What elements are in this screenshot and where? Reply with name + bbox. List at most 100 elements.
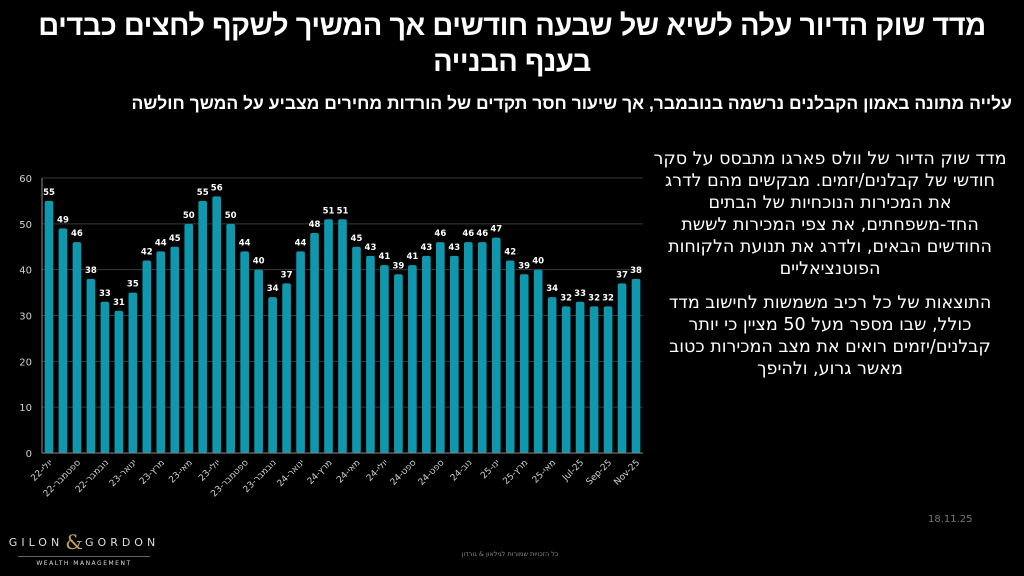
logo-name-right: GORDON [85,535,160,549]
y-tick-label: 50 [19,220,32,231]
bar-data-label: 43 [420,243,432,253]
bar [324,219,333,453]
x-tick-label: 24-יולי [365,458,391,484]
bar-data-label: 55 [43,188,55,198]
bar-data-label: 42 [504,248,516,258]
bar [212,196,222,454]
bar-data-label: 38 [85,266,97,276]
bar [226,223,236,453]
bar [491,237,501,453]
bar-data-label: 41 [406,252,418,262]
bar [366,255,375,453]
bar [589,306,599,453]
copyright-footer: כל הזכויות שמורות לגילאון & גורדון [461,550,559,558]
date-stamp: 18.11.25 [928,514,973,525]
bar-data-label: 39 [392,261,404,271]
bar [268,297,277,453]
logo-tagline: WEALTH MANAGEMENT [36,560,132,567]
bar [505,260,515,453]
bar-data-label: 44 [155,238,167,248]
bar-data-label: 35 [127,280,139,290]
bar [142,260,152,453]
logo-name: GILON & GORDON [9,530,155,554]
bar-data-label: 43 [365,243,377,253]
bar-data-label: 55 [197,188,209,198]
description-paragraph-1: מדד שוק הדיור של וולס פארגו מתבסס על סקר… [653,149,1007,279]
bar-data-label: 40 [253,257,265,267]
bar-data-label: 46 [434,229,446,239]
bar [603,306,613,453]
bar [114,310,124,453]
bar-data-label: 37 [281,270,293,280]
bar-data-label: 48 [309,220,321,230]
page-title: מדד שוק הדיור עלה לשיא של שבעה חודשים אך… [38,10,986,78]
x-tick-label: 22-יולי [29,458,55,484]
bar [72,242,82,453]
bar-data-label: 33 [574,289,586,299]
x-tick-label: Sep-25 [585,458,614,487]
bar [561,306,571,453]
x-tick-label: 25-מאי [531,458,558,485]
bar-data-label: 41 [379,252,391,262]
y-tick-label: 40 [19,266,32,277]
bar-data-label: 34 [267,284,279,294]
bar [44,200,54,453]
bar-data-label: 32 [588,293,600,303]
bar-data-label: 46 [462,229,474,239]
bar-data-label: 39 [518,261,530,271]
bar [296,251,305,453]
page-subtitle: עלייה מתונה באמון הקבלנים נרשמה בנובמבר,… [131,93,1012,113]
bar-data-label: 43 [448,243,460,253]
bar [394,274,403,453]
bar [282,283,291,453]
x-tick-label: Nov-25 [612,458,642,488]
bar [128,292,138,453]
x-tick-label: 25-ינו [479,458,502,481]
bar [338,219,347,453]
bar-data-label: 44 [239,238,251,248]
bar-data-label: 44 [295,238,307,248]
bar-data-label: 45 [169,234,181,244]
bar [408,265,417,453]
x-tick-label: 24-מאי [335,458,362,485]
x-tick-label: 24-מרץ [306,458,335,487]
y-tick-label: 60 [19,174,32,185]
bar [198,200,208,453]
bar [156,251,166,453]
x-tick-label: 25-מרץ [501,458,530,487]
bar-data-label: 50 [225,211,237,221]
bar-data-label: 49 [57,215,69,225]
y-tick-label: 10 [19,403,32,414]
bar-data-label: 34 [546,284,558,294]
bar [86,278,96,453]
bar [170,246,180,453]
x-tick-label: 24-נוב [449,458,474,483]
bar [58,228,68,453]
bar [547,297,557,453]
x-tick-label: 23-ינואר [108,458,139,489]
bar-data-label: 40 [532,257,544,267]
bar [436,242,445,453]
x-tick-label: 23-מרץ [138,458,167,487]
bar [240,251,249,453]
x-tick-label: 23-מאי [167,458,194,485]
bar [575,301,585,453]
bar [617,283,627,453]
bar-data-label: 31 [113,298,125,308]
bar [422,255,431,453]
description-paragraph-2: התוצאות של כל רכיב משמשות לחישוב מדד כול… [668,293,992,379]
bar [533,269,543,453]
bar [380,265,389,453]
bar-data-label: 51 [337,206,349,216]
bar [310,233,319,453]
bar-data-label: 46 [476,229,488,239]
bar-data-label: 50 [183,211,195,221]
bar-data-label: 38 [630,266,642,276]
logo-ampersand: & [65,530,84,554]
bar-data-label: 45 [351,234,363,244]
bar [477,242,487,453]
bar-data-label: 51 [323,206,335,216]
logo-name-left: GILON [8,535,64,549]
x-tick-label: Jul-25 [560,458,586,484]
